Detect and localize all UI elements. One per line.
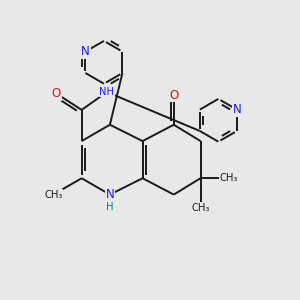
Text: N: N xyxy=(106,188,114,201)
Text: CH₃: CH₃ xyxy=(220,173,238,183)
Text: O: O xyxy=(52,87,61,100)
Text: CH₃: CH₃ xyxy=(44,190,63,200)
Text: O: O xyxy=(169,88,178,101)
Text: N: N xyxy=(81,45,90,58)
Text: H: H xyxy=(106,202,114,212)
Text: N: N xyxy=(232,103,241,116)
Text: NH: NH xyxy=(99,87,114,97)
Text: CH₃: CH₃ xyxy=(191,203,210,213)
